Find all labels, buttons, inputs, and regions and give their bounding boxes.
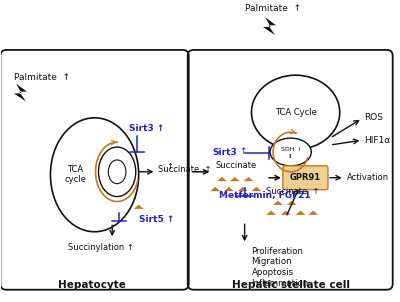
- Polygon shape: [281, 210, 291, 215]
- Text: Sirt3: Sirt3: [212, 149, 237, 157]
- Text: Metformin, FGF21: Metformin, FGF21: [219, 191, 311, 200]
- Text: Succinylation ↑: Succinylation ↑: [68, 243, 134, 252]
- Polygon shape: [114, 195, 124, 199]
- Text: ROS: ROS: [364, 113, 383, 122]
- Ellipse shape: [50, 118, 139, 232]
- FancyBboxPatch shape: [283, 166, 328, 190]
- Polygon shape: [273, 201, 283, 205]
- Polygon shape: [238, 187, 248, 191]
- Ellipse shape: [98, 147, 136, 197]
- Text: Palmitate  ↑: Palmitate ↑: [14, 73, 70, 82]
- Text: ↑: ↑: [166, 162, 173, 171]
- Polygon shape: [210, 187, 220, 191]
- Text: Inflammation: Inflammation: [252, 279, 309, 288]
- Polygon shape: [287, 201, 296, 205]
- Polygon shape: [263, 17, 276, 35]
- Text: Sirt5 ↑: Sirt5 ↑: [139, 215, 174, 224]
- Polygon shape: [102, 195, 111, 199]
- Text: Hepatocyte: Hepatocyte: [58, 280, 126, 290]
- Text: II: II: [289, 154, 292, 159]
- Text: Proliferation: Proliferation: [252, 246, 304, 255]
- Polygon shape: [266, 210, 276, 215]
- Text: Hepatic stellate cell: Hepatic stellate cell: [232, 280, 350, 290]
- Text: SDH  I: SDH I: [281, 146, 300, 152]
- Text: TCA Cycle: TCA Cycle: [275, 108, 316, 117]
- Text: ↑: ↑: [239, 146, 246, 156]
- Polygon shape: [127, 195, 137, 199]
- Text: Migration: Migration: [252, 258, 292, 266]
- Polygon shape: [308, 210, 318, 215]
- Polygon shape: [14, 84, 27, 101]
- Ellipse shape: [108, 160, 126, 184]
- Polygon shape: [244, 177, 254, 181]
- Polygon shape: [121, 205, 131, 209]
- Text: Palmitate  ↑: Palmitate ↑: [245, 4, 301, 13]
- Ellipse shape: [270, 138, 311, 166]
- Polygon shape: [217, 177, 227, 181]
- Polygon shape: [94, 205, 104, 209]
- Polygon shape: [230, 177, 240, 181]
- Text: Apoptosis: Apoptosis: [252, 268, 294, 277]
- Text: Succinate  ↑: Succinate ↑: [266, 187, 320, 196]
- Polygon shape: [296, 210, 306, 215]
- Text: GPR91: GPR91: [290, 173, 321, 182]
- Polygon shape: [224, 187, 234, 191]
- Text: Sirt3 ↑: Sirt3 ↑: [129, 124, 164, 133]
- Text: HIF1α: HIF1α: [364, 136, 390, 145]
- Text: Succinate  ↑: Succinate ↑: [158, 165, 212, 174]
- Ellipse shape: [252, 75, 340, 149]
- Polygon shape: [252, 187, 261, 191]
- Polygon shape: [134, 205, 144, 209]
- Text: Succinate: Succinate: [215, 161, 256, 170]
- Text: TCA
cycle: TCA cycle: [64, 165, 86, 185]
- Polygon shape: [108, 205, 118, 209]
- Text: Activation: Activation: [347, 173, 389, 182]
